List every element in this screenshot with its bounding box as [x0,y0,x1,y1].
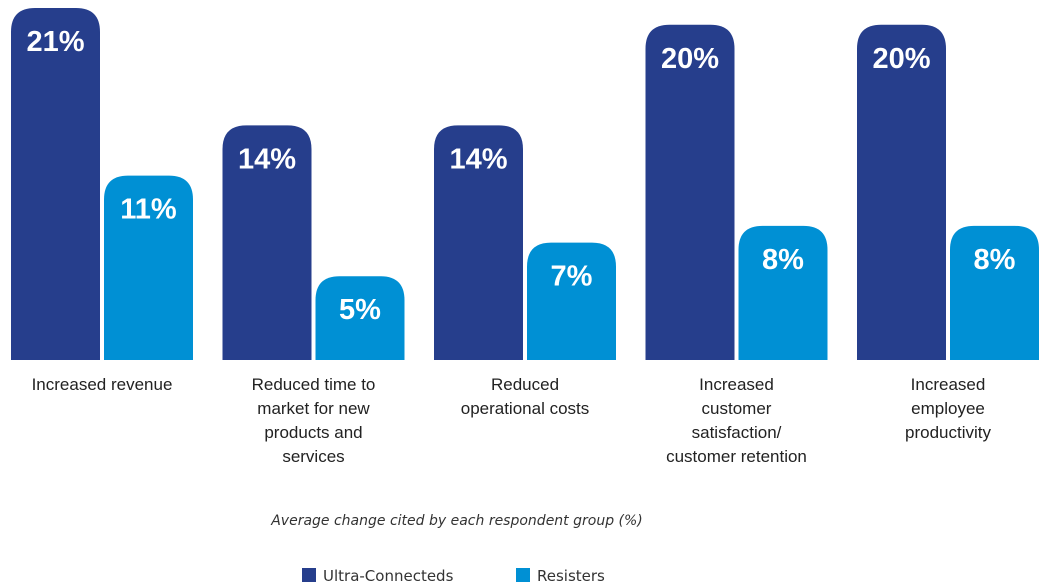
category-label-line: productivity [905,423,991,442]
category-label-line: products and [264,423,362,442]
data-label-ultra-connecteds-2: 14% [449,143,507,175]
data-label-ultra-connecteds-1: 14% [238,143,296,175]
category-label-line: employee [911,399,985,418]
data-label-resisters-0: 11% [120,194,177,226]
category-label-1: Reduced time to market for new products an… [252,375,376,466]
bar-resisters-3 [738,225,828,360]
category-label-3: Increased customer satisfaction/customer r… [666,375,807,466]
data-label-resisters-3: 8% [762,244,804,276]
category-label-0: Increased revenue [32,375,173,394]
category-label-line: satisfaction/ [692,423,782,442]
category-label-line: Increased [911,375,986,394]
bar-ultra-connecteds-4 [857,24,946,361]
bar-ultra-connecteds-0 [11,8,100,360]
bar-resisters-2 [527,242,616,360]
data-label-ultra-connecteds-4: 20% [872,43,930,75]
data-label-ultra-connecteds-3: 20% [661,43,719,75]
legend: Ultra-Connecteds Resisters [302,567,605,583]
data-label-ultra-connecteds-0: 21% [26,26,84,58]
legend-label-resisters: Resisters [537,567,605,583]
legend-label-ultra-connecteds: Ultra-Connecteds [323,567,454,583]
category-label-line: operational costs [461,399,590,418]
bar-ultra-connecteds-3 [645,24,735,361]
bar-ultra-connecteds-1 [222,125,312,360]
category-label-4: Increased employee productivity [905,375,991,442]
chart-caption: Average change cited by each respondent … [270,513,643,529]
category-label-2: Reduced operational costs [461,375,590,418]
legend-swatch-resisters [516,568,530,582]
category-label-line: Reduced [491,375,559,394]
data-label-resisters-4: 8% [974,244,1016,276]
data-label-resisters-1: 5% [339,294,381,326]
category-label-line: Increased [699,375,774,394]
bar-resisters-0 [104,175,193,360]
category-label-line: Increased revenue [32,375,173,394]
data-label-resisters-2: 7% [551,261,593,293]
bar-ultra-connecteds-2 [434,125,523,360]
bar-resisters-1 [315,276,405,360]
category-labels: Increased revenue Reduced time to market f… [32,375,992,466]
category-label-line: services [282,447,344,466]
category-label-line: customer [702,399,772,418]
category-label-line: Reduced time to [252,375,376,394]
bar-resisters-4 [950,225,1039,360]
bars-layer: 21% 11% 14% 5% 14% 7% 20% 8% 20% 8% [11,8,1039,361]
category-label-line: market for new [257,399,370,418]
legend-swatch-ultra-connecteds [302,568,316,582]
category-label-line: customer retention [666,447,807,466]
